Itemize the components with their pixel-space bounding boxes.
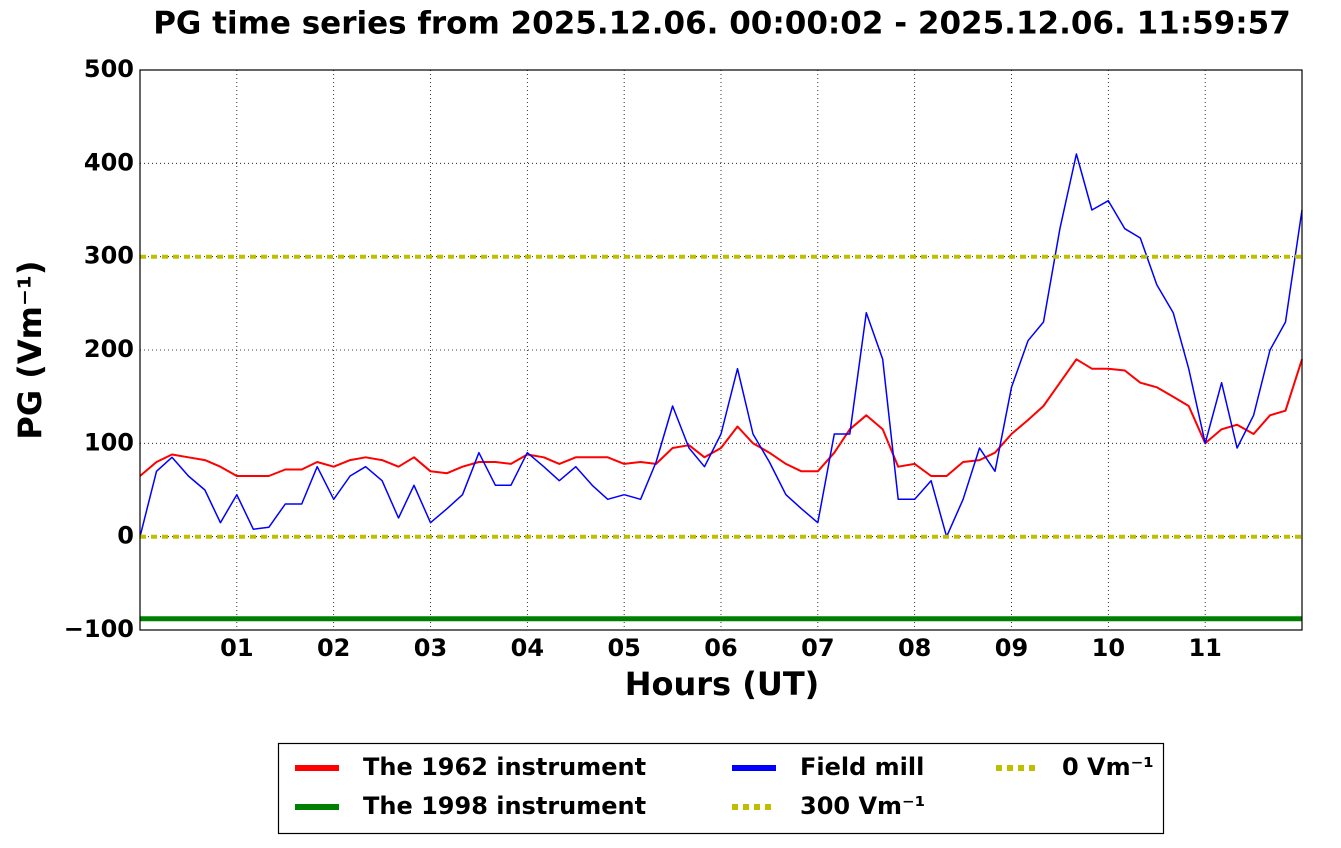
x-tick-label: 03 xyxy=(414,634,447,662)
y-tick-label: 100 xyxy=(84,428,134,456)
x-tick-label: 04 xyxy=(511,634,544,662)
x-tick-label: 05 xyxy=(607,634,640,662)
y-tick-label: −100 xyxy=(64,615,134,643)
x-tick-label: 10 xyxy=(1092,634,1125,662)
legend-label: The 1998 instrument xyxy=(363,792,646,820)
x-tick-label: 06 xyxy=(704,634,737,662)
y-tick-label: 500 xyxy=(84,55,134,83)
legend-label: 300 Vm⁻¹ xyxy=(800,792,925,820)
data-line xyxy=(139,358,1303,477)
x-tick-label: 09 xyxy=(995,634,1028,662)
y-tick-label: 400 xyxy=(84,148,134,176)
x-tick-label: 02 xyxy=(317,634,350,662)
x-tick-label: 01 xyxy=(220,634,253,662)
x-tick-label: 11 xyxy=(1188,634,1221,662)
x-tick-label: 07 xyxy=(801,634,834,662)
plot-frame xyxy=(139,69,1303,631)
chart-title: PG time series from 2025.12.06. 00:00:02… xyxy=(153,6,1291,42)
legend-label: 0 Vm⁻¹ xyxy=(1062,753,1154,781)
data-line xyxy=(139,153,1303,538)
y-tick-label: 200 xyxy=(84,335,134,363)
legend-label: The 1962 instrument xyxy=(363,753,646,781)
legend-box xyxy=(277,742,1165,835)
y-axis-label: PG (Vm⁻¹) xyxy=(11,260,49,439)
y-tick-label: 0 xyxy=(117,522,134,550)
y-tick-label: 300 xyxy=(84,242,134,270)
legend-label: Field mill xyxy=(800,753,924,781)
x-axis-label: Hours (UT) xyxy=(625,665,820,703)
x-tick-label: 08 xyxy=(898,634,931,662)
